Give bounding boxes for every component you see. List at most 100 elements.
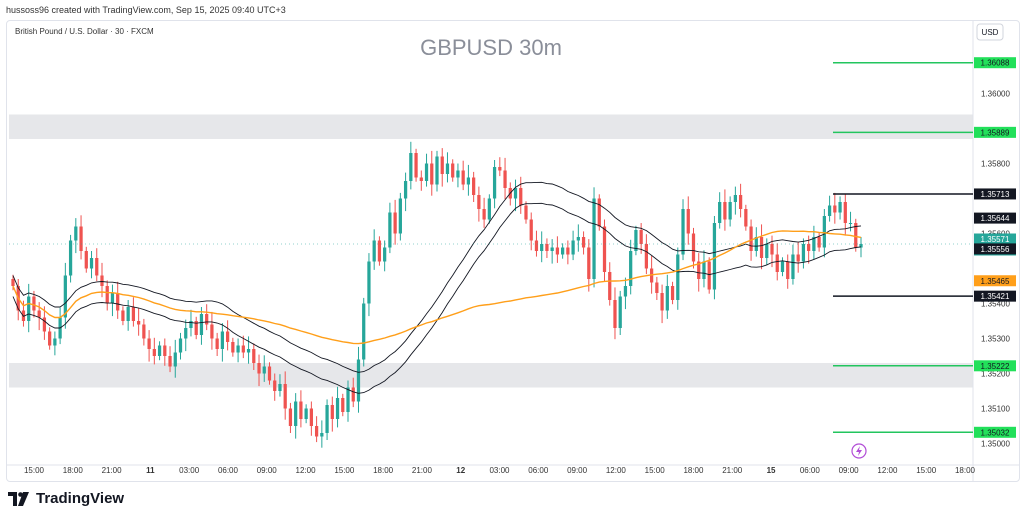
price-tag-label-1: 1.35889 (981, 128, 1010, 137)
candle-body (456, 170, 460, 178)
price-tag-bg-3 (974, 212, 1016, 224)
candle-body (859, 244, 863, 248)
candle-body (403, 181, 408, 199)
x-tick-label: 12 (456, 466, 465, 475)
y-tick-label: 1.35000 (981, 440, 1010, 449)
candle-body (550, 247, 554, 251)
x-tick-label: 09:00 (257, 466, 278, 475)
x-tick-label: 06:00 (528, 466, 549, 475)
candle-body (126, 307, 130, 321)
candle-body (618, 296, 622, 328)
candle-body (278, 384, 282, 391)
price-tag-bg-4 (974, 233, 1016, 245)
candle-body (466, 177, 471, 185)
candle-body (461, 170, 465, 185)
price-tag-label-2: 1.35713 (981, 190, 1010, 199)
price-tag-label-9: 1.35222 (981, 362, 1010, 371)
candle-body (796, 254, 800, 262)
candle-body (492, 167, 497, 199)
candle-body (686, 209, 690, 234)
candle-body (691, 233, 696, 262)
candle-body (723, 202, 727, 220)
candle-body (592, 198, 596, 279)
x-tick-label: 06:00 (800, 466, 821, 475)
candle-body (712, 223, 717, 290)
candle-body (42, 317, 47, 332)
x-tick-label: 18:00 (63, 466, 84, 475)
candle-body (529, 219, 533, 241)
candle-body (27, 296, 31, 321)
candle-body (744, 209, 748, 227)
candle-body (335, 398, 340, 419)
candle-body (545, 244, 549, 251)
x-tick-label: 18:00 (683, 466, 704, 475)
price-tag-label-6: 1.35556 (981, 245, 1010, 254)
candle-body (801, 244, 806, 262)
chart-panel[interactable]: British Pound / U.S. Dollar · 30 · FXCM … (6, 20, 1020, 482)
candle-body (697, 261, 701, 279)
candle-body (189, 321, 193, 328)
candle-body (252, 349, 256, 363)
candle-body (676, 254, 680, 300)
candle-body (759, 237, 764, 258)
candle-body (519, 188, 523, 206)
candle-body (11, 279, 15, 286)
candle-body (749, 226, 753, 251)
candle-body (330, 405, 334, 419)
candle-body (341, 398, 345, 412)
candle-body (299, 401, 303, 419)
candle-body (194, 321, 198, 335)
candle-body (843, 202, 847, 223)
candle-body (430, 163, 434, 185)
candle-body (623, 286, 628, 297)
sr-zone-0 (9, 114, 973, 139)
candle-body (571, 240, 575, 255)
price-tag-label-0: 1.36088 (981, 59, 1010, 68)
candle-body (445, 163, 450, 174)
price-tag-bg-9 (974, 360, 1016, 372)
candle-body (257, 363, 261, 374)
x-tick-label: 09:00 (567, 466, 588, 475)
candle-body (246, 349, 251, 353)
x-tick-label: 12:00 (296, 466, 317, 475)
price-tag-label-10: 1.35032 (981, 428, 1010, 437)
symbol-label: British Pound / U.S. Dollar · 30 · FXCM (15, 27, 154, 36)
candle-body (168, 356, 172, 367)
candle-body (791, 254, 795, 279)
candle-body (63, 275, 67, 318)
candle-body (786, 261, 790, 279)
x-tick-label: 06:00 (218, 466, 239, 475)
candle-body (95, 258, 99, 276)
candle-body (231, 342, 235, 353)
price-tag-label-3: 1.35644 (981, 214, 1010, 223)
candle-body (587, 247, 591, 279)
candle-body (482, 209, 486, 220)
candle-body (309, 408, 313, 426)
price-tag-bg-10 (974, 426, 1016, 438)
chart-caption: hussoss96 created with TradingView.com, … (6, 5, 286, 15)
price-tag-bg-1 (974, 126, 1016, 138)
candle-body (74, 226, 78, 241)
candle-body (660, 293, 664, 311)
price-tag-bg-8 (974, 290, 1016, 302)
candle-body (105, 286, 109, 304)
candle-body (702, 261, 706, 279)
candle-body (372, 240, 376, 262)
candle-body (351, 387, 355, 402)
tradingview-logo[interactable]: TradingView (8, 490, 124, 507)
lightning-alert-icon[interactable] (851, 443, 867, 459)
candle-body (754, 237, 758, 251)
candle-body (236, 345, 240, 353)
candle-body (53, 338, 57, 346)
currency-button[interactable]: USD (976, 23, 1004, 41)
candle-body (613, 300, 617, 328)
tradingview-brand: TradingView (36, 490, 125, 507)
candle-body (534, 240, 539, 251)
x-tick-label: 15 (767, 466, 776, 475)
price-chart[interactable]: British Pound / U.S. Dollar · 30 · FXCM … (7, 21, 1019, 481)
candle-body (833, 205, 837, 213)
candle-body (147, 338, 151, 349)
candle-body (267, 366, 272, 381)
candle-body (765, 244, 769, 258)
candle-body (100, 275, 104, 286)
